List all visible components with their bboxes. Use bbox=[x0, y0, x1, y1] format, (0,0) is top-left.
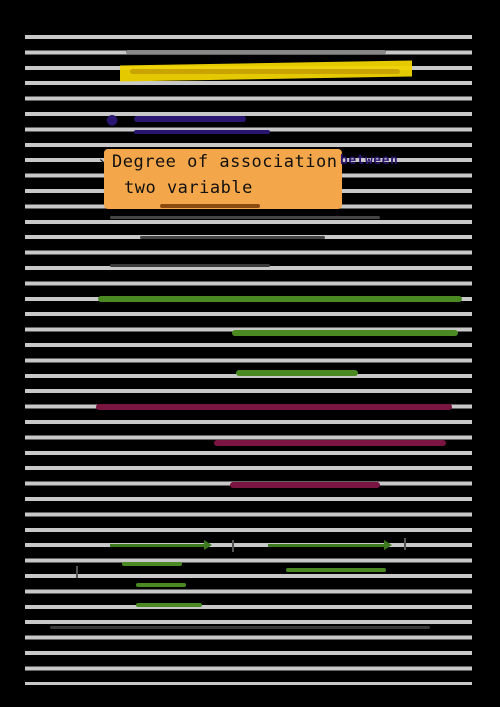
ruled-lines bbox=[25, 35, 472, 685]
scale-arrow-left bbox=[110, 540, 212, 550]
green-line-1 bbox=[98, 296, 462, 302]
pencil-bottom-note bbox=[50, 626, 430, 629]
definition-line-1-suffix: between bbox=[340, 153, 399, 168]
scale-label-left-2 bbox=[136, 583, 186, 587]
scale-label-left-3 bbox=[136, 603, 202, 607]
scale-tick-left bbox=[76, 566, 78, 578]
scale-label-left bbox=[122, 562, 182, 566]
bullet-marker: ● bbox=[106, 112, 119, 128]
maroon-line-1 bbox=[96, 404, 452, 410]
scale-arrow-right bbox=[268, 540, 392, 550]
scale-tick-right bbox=[404, 538, 406, 550]
pencil-note-1 bbox=[110, 216, 380, 219]
purple-heading-scribble-2 bbox=[134, 130, 270, 134]
definition-line-2: two variable bbox=[124, 178, 253, 198]
definition-highlight bbox=[104, 149, 342, 209]
definition-underline bbox=[160, 204, 260, 208]
maroon-line-3 bbox=[230, 482, 380, 488]
maroon-line-2 bbox=[214, 440, 446, 446]
title-scribble-ink bbox=[130, 69, 400, 74]
green-line-2 bbox=[232, 330, 458, 336]
purple-heading-scribble bbox=[134, 116, 246, 122]
scale-label-right bbox=[286, 568, 386, 572]
pencil-note-3 bbox=[110, 264, 270, 267]
green-line-3 bbox=[236, 370, 358, 376]
definition-line-1: Degree of association bbox=[112, 152, 338, 172]
scale-tick-middle bbox=[232, 540, 234, 552]
arrow-marker: › bbox=[97, 152, 108, 171]
title-scribble bbox=[126, 50, 386, 54]
pencil-note-2 bbox=[140, 236, 325, 239]
